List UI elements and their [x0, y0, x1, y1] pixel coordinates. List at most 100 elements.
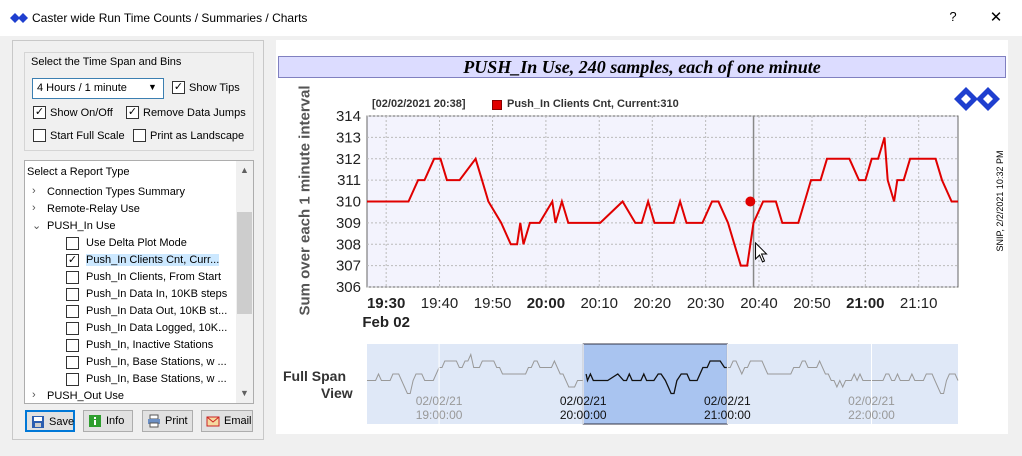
x-tick-label: 20:10: [580, 295, 618, 312]
remove-data-jumps-checkbox[interactable]: ✓: [126, 106, 139, 119]
tree-item-push-out-use[interactable]: › PUSH_Out Use: [24, 388, 236, 405]
print-button[interactable]: Print: [142, 410, 193, 432]
start-full-scale-label: Start Full Scale: [50, 130, 125, 142]
overview-date-label: 02/02/21: [416, 394, 463, 408]
overview-window: [582, 343, 728, 425]
overview-time-label: 19:00:00: [416, 408, 463, 422]
help-button[interactable]: ?: [949, 9, 957, 24]
tree-item-label: Push_In Data Logged, 10K...: [86, 322, 228, 334]
show-on-off-label: Show On/Off: [50, 107, 113, 119]
scrollbar-thumb[interactable]: [237, 212, 252, 314]
info-button[interactable]: Info: [83, 410, 133, 432]
chevron-right-icon[interactable]: ›: [32, 389, 36, 401]
tree-item-push-in-clients-from-start[interactable]: Push_In Clients, From Start: [24, 269, 236, 286]
tree-checkbox[interactable]: ✓: [66, 254, 79, 267]
save-label: Save: [49, 416, 75, 428]
overview-date-label: 02/02/21: [704, 394, 751, 408]
tree-item-push-in-clients-cnt[interactable]: ✓ Push_In Clients Cnt, Curr...: [24, 252, 236, 269]
tree-item-connection-types-summary[interactable]: › Connection Types Summary: [24, 184, 236, 201]
time-span-select[interactable]: [32, 78, 164, 99]
x-tick-label: 20:00: [527, 295, 565, 312]
time-span-value: 4 Hours / 1 minute: [37, 82, 127, 94]
info-icon: [89, 415, 101, 427]
tree-item-use-delta-plot-mode[interactable]: Use Delta Plot Mode: [24, 235, 236, 252]
tree-item-push-in-base-stations-1[interactable]: Push_In, Base Stations, w ...: [24, 354, 236, 371]
tree-item-label: Push_In Data Out, 10KB st...: [86, 305, 228, 317]
chevron-down-icon: ▼: [148, 82, 157, 92]
tree-item-remote-relay-use[interactable]: › Remote-Relay Use: [24, 201, 236, 218]
tree-item-push-in-inactive-stations[interactable]: Push_In, Inactive Stations: [24, 337, 236, 354]
y-tick-label: 307: [336, 258, 361, 275]
x-tick-label: 21:10: [900, 295, 938, 312]
save-icon: [32, 416, 44, 428]
chevron-right-icon[interactable]: ›: [32, 185, 36, 197]
overview-date-label: 02/02/21: [848, 394, 895, 408]
tree-item-label: Push_In, Base Stations, w ...: [86, 356, 227, 368]
app-logo-icon: [10, 13, 28, 23]
tree-checkbox[interactable]: [66, 339, 79, 352]
tree-item-label: Connection Types Summary: [47, 186, 185, 198]
email-button[interactable]: Email: [201, 410, 253, 432]
y-tick-label: 313: [336, 129, 361, 146]
tree-item-push-in-data-out[interactable]: Push_In Data Out, 10KB st...: [24, 303, 236, 320]
tree-checkbox[interactable]: [66, 322, 79, 335]
start-full-scale-checkbox[interactable]: [33, 129, 46, 142]
chevron-right-icon[interactable]: ›: [32, 202, 36, 214]
tree-item-push-in-data-in[interactable]: Push_In Data In, 10KB steps: [24, 286, 236, 303]
tree-item-push-in-base-stations-2[interactable]: Push_In, Base Stations, w ...: [24, 371, 236, 388]
x-tick-label: 21:00: [846, 295, 884, 312]
remove-data-jumps-label: Remove Data Jumps: [143, 107, 246, 119]
x-tick-label: 19:40: [421, 295, 459, 312]
tree-item-label: PUSH_In Use: [47, 220, 116, 232]
print-as-landscape-checkbox[interactable]: [133, 129, 146, 142]
tree-item-label: Push_In, Base Stations, w ...: [86, 373, 227, 385]
y-tick-label: 310: [336, 194, 361, 211]
save-button[interactable]: Save: [25, 410, 75, 432]
tree-item-label: Push_In, Inactive Stations: [86, 339, 214, 351]
show-tips-checkbox[interactable]: ✓: [172, 81, 185, 94]
x-tick-label: 19:50: [474, 295, 512, 312]
y-tick-label: 312: [336, 151, 361, 168]
tree-item-label: Push_In Clients Cnt, Curr...: [86, 254, 220, 266]
data-point-marker: [745, 196, 756, 207]
time-span-group: [24, 52, 254, 151]
y-tick-label: 308: [336, 236, 361, 253]
printer-icon: [148, 414, 160, 428]
tree-item-push-in-data-logged[interactable]: Push_In Data Logged, 10K...: [24, 320, 236, 337]
tree-item-label: Use Delta Plot Mode: [86, 237, 187, 249]
tree-checkbox[interactable]: [66, 305, 79, 318]
scroll-down-icon[interactable]: ▼: [240, 388, 249, 398]
view-label: View: [321, 385, 353, 401]
print-label: Print: [165, 415, 188, 427]
tree-checkbox[interactable]: [66, 271, 79, 284]
legend-date: [02/02/2021 20:38]: [372, 98, 466, 110]
tree-item-label: Push_In Data In, 10KB steps: [86, 288, 228, 300]
print-as-landscape-label: Print as Landscape: [150, 130, 245, 142]
x-tick-date-label: Feb 02: [362, 314, 410, 331]
legend-swatch: [492, 100, 502, 110]
tree-item-label: Remote-Relay Use: [47, 203, 140, 215]
tree-item-push-in-use[interactable]: ⌄ PUSH_In Use: [24, 218, 236, 235]
tree-checkbox[interactable]: [66, 288, 79, 301]
chevron-down-icon[interactable]: ⌄: [32, 220, 42, 232]
tree-checkbox[interactable]: [66, 373, 79, 386]
y-tick-label: 306: [336, 279, 361, 296]
tree-item-label: Push_In Clients, From Start: [86, 271, 222, 283]
tree-checkbox[interactable]: [66, 356, 79, 369]
email-label: Email: [224, 415, 252, 427]
x-tick-label: 20:30: [687, 295, 725, 312]
scroll-up-icon[interactable]: ▲: [240, 165, 249, 175]
close-button[interactable]: ✕: [989, 9, 1003, 26]
tree-checkbox[interactable]: [66, 237, 79, 250]
report-type-tree: [24, 160, 254, 404]
chart-header: PUSH_In Use, 240 samples, each of one mi…: [278, 56, 1006, 78]
envelope-icon: [206, 416, 220, 427]
show-on-off-checkbox[interactable]: ✓: [33, 106, 46, 119]
overview-date-label: 02/02/21: [560, 394, 607, 408]
brand-logo-icon: [954, 87, 1000, 111]
time-span-group-label: Select the Time Span and Bins: [31, 56, 182, 68]
y-tick-label: 309: [336, 215, 361, 232]
overview-time-label: 21:00:00: [704, 408, 751, 422]
x-tick-label: 19:30: [367, 295, 405, 312]
